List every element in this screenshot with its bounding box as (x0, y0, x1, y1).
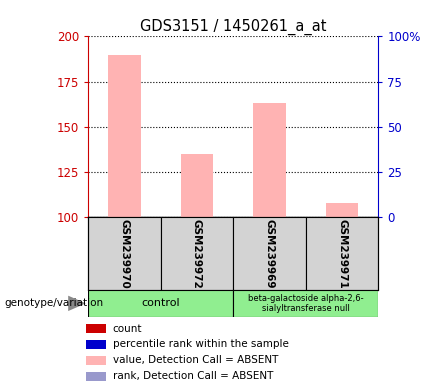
Text: value, Detection Call = ABSENT: value, Detection Call = ABSENT (113, 355, 278, 365)
Text: beta-galactoside alpha-2,6-
sialyltransferase null: beta-galactoside alpha-2,6- sialyltransf… (248, 294, 363, 313)
Bar (86, 324, 106, 333)
Point (339, 1, 346, 7)
Text: control: control (141, 298, 180, 308)
Bar (180, 154, 213, 217)
Text: genotype/variation: genotype/variation (4, 298, 103, 308)
Bar (326, 202, 359, 217)
Polygon shape (68, 296, 86, 311)
Title: GDS3151 / 1450261_a_at: GDS3151 / 1450261_a_at (140, 19, 326, 35)
Text: GSM239969: GSM239969 (264, 219, 275, 288)
FancyBboxPatch shape (233, 290, 378, 317)
Text: percentile rank within the sample: percentile rank within the sample (113, 339, 289, 349)
Text: rank, Detection Call = ABSENT: rank, Detection Call = ABSENT (113, 371, 273, 381)
Bar (86, 372, 106, 381)
Text: GSM239972: GSM239972 (192, 218, 202, 288)
FancyBboxPatch shape (306, 217, 378, 290)
Bar (86, 356, 106, 365)
FancyBboxPatch shape (88, 217, 161, 290)
Bar (86, 340, 106, 349)
FancyBboxPatch shape (161, 217, 233, 290)
Bar (253, 103, 286, 217)
Bar (108, 55, 141, 217)
Text: count: count (113, 324, 142, 334)
Text: GSM239970: GSM239970 (119, 218, 129, 288)
FancyBboxPatch shape (233, 217, 306, 290)
Text: GSM239971: GSM239971 (337, 218, 347, 288)
FancyBboxPatch shape (88, 290, 233, 317)
